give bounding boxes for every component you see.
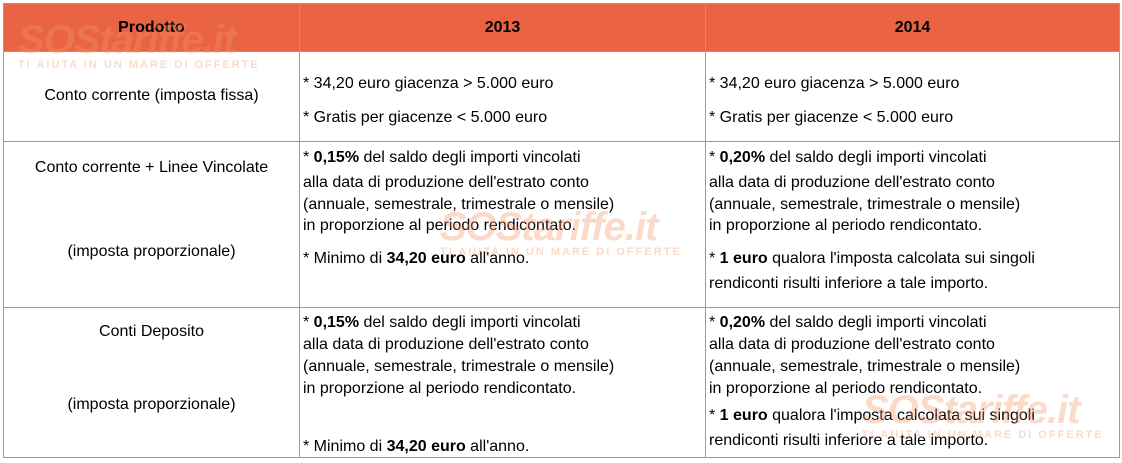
product-tax-type: (imposta proporzionale) bbox=[67, 243, 236, 260]
highlight-value: 34,20 euro bbox=[386, 438, 466, 455]
cell-2014: * 0,20% del saldo degli importi vincolat… bbox=[705, 307, 1120, 458]
header-row: Prodotto 2013 2014 bbox=[3, 3, 1120, 52]
cell-2013: * 34,20 euro giacenza > 5.000 euro * Grat… bbox=[299, 51, 706, 142]
cell-line: * 0,15% del saldo degli importi vincolat… bbox=[303, 149, 581, 166]
table-row: Conti Deposito (imposta proporzionale) *… bbox=[3, 307, 1120, 458]
cell-line: alla data di produzione dell'estrato con… bbox=[709, 174, 995, 191]
cell-line: in proporzione al periodo rendicontato. bbox=[709, 380, 983, 397]
cell-line: * 1 euro qualora l'imposta calcolata sui… bbox=[709, 250, 1035, 267]
table-row: Conto corrente + Linee Vincolate (impost… bbox=[3, 141, 1120, 308]
cell-line: (annuale, semestrale, trimestrale o mens… bbox=[709, 358, 1021, 375]
cell-line: * Gratis per giacenze < 5.000 euro bbox=[303, 109, 548, 126]
product-tax-type: (imposta proporzionale) bbox=[67, 396, 236, 413]
tax-comparison-table: Prodotto 2013 2014 Conto corrente (impos… bbox=[3, 3, 1120, 458]
cell-line: * 1 euro qualora l'imposta calcolata sui… bbox=[709, 407, 1035, 424]
cell-line: * Minimo di 34,20 euro all'anno. bbox=[303, 250, 530, 267]
product-cell: Conto corrente + Linee Vincolate (impost… bbox=[3, 141, 300, 308]
cell-line: alla data di produzione dell'estrato con… bbox=[303, 174, 589, 191]
product-cell: Conti Deposito (imposta proporzionale) bbox=[3, 307, 300, 458]
cell-2014: * 0,20% del saldo degli importi vincolat… bbox=[705, 141, 1120, 308]
cell-line: * 0,20% del saldo degli importi vincolat… bbox=[709, 149, 987, 166]
table-row: Conto corrente (imposta fissa) * 34,20 e… bbox=[3, 51, 1120, 142]
highlight-value: 34,20 euro bbox=[386, 250, 466, 267]
cell-line: * 0,15% del saldo degli importi vincolat… bbox=[303, 314, 581, 331]
cell-line: rendiconti risulti inferiore a tale impo… bbox=[709, 275, 989, 292]
highlight-value: 0,20% bbox=[719, 314, 766, 331]
cell-line: * 0,20% del saldo degli importi vincolat… bbox=[709, 314, 987, 331]
highlight-value: 0,20% bbox=[719, 149, 766, 166]
product-name: Conto corrente + Linee Vincolate bbox=[34, 159, 269, 176]
cell-line: in proporzione al periodo rendicontato. bbox=[303, 380, 577, 397]
cell-line: rendiconti risulti inferiore a tale impo… bbox=[709, 432, 989, 449]
cell-line: (annuale, semestrale, trimestrale o mens… bbox=[303, 196, 615, 213]
product-cell: Conto corrente (imposta fissa) bbox=[3, 51, 300, 142]
cell-line: alla data di produzione dell'estrato con… bbox=[709, 336, 995, 353]
product-name: Conto corrente (imposta fissa) bbox=[44, 87, 259, 104]
cell-2013: * 0,15% del saldo degli importi vincolat… bbox=[299, 141, 706, 308]
product-name: Conti Deposito bbox=[99, 323, 204, 340]
header-2014: 2014 bbox=[705, 3, 1120, 52]
cell-line: (annuale, semestrale, trimestrale o mens… bbox=[303, 358, 615, 375]
highlight-value: 0,15% bbox=[313, 149, 360, 166]
cell-line: in proporzione al periodo rendicontato. bbox=[709, 217, 983, 234]
highlight-value: 1 euro bbox=[719, 250, 768, 267]
cell-line: * Minimo di 34,20 euro all'anno. bbox=[303, 438, 530, 455]
cell-2013: * 0,15% del saldo degli importi vincolat… bbox=[299, 307, 706, 458]
cell-line: alla data di produzione dell'estrato con… bbox=[303, 336, 589, 353]
cell-line: * 34,20 euro giacenza > 5.000 euro bbox=[709, 75, 960, 92]
header-product: Prodotto bbox=[3, 3, 300, 52]
cell-line: in proporzione al periodo rendicontato. bbox=[303, 217, 577, 234]
cell-line: * Gratis per giacenze < 5.000 euro bbox=[709, 109, 954, 126]
cell-2014: * 34,20 euro giacenza > 5.000 euro * Grat… bbox=[705, 51, 1120, 142]
highlight-value: 0,15% bbox=[313, 314, 360, 331]
cell-line: (annuale, semestrale, trimestrale o mens… bbox=[709, 196, 1021, 213]
header-2013: 2013 bbox=[299, 3, 706, 52]
highlight-value: 1 euro bbox=[719, 407, 768, 424]
cell-line: * 34,20 euro giacenza > 5.000 euro bbox=[303, 75, 554, 92]
